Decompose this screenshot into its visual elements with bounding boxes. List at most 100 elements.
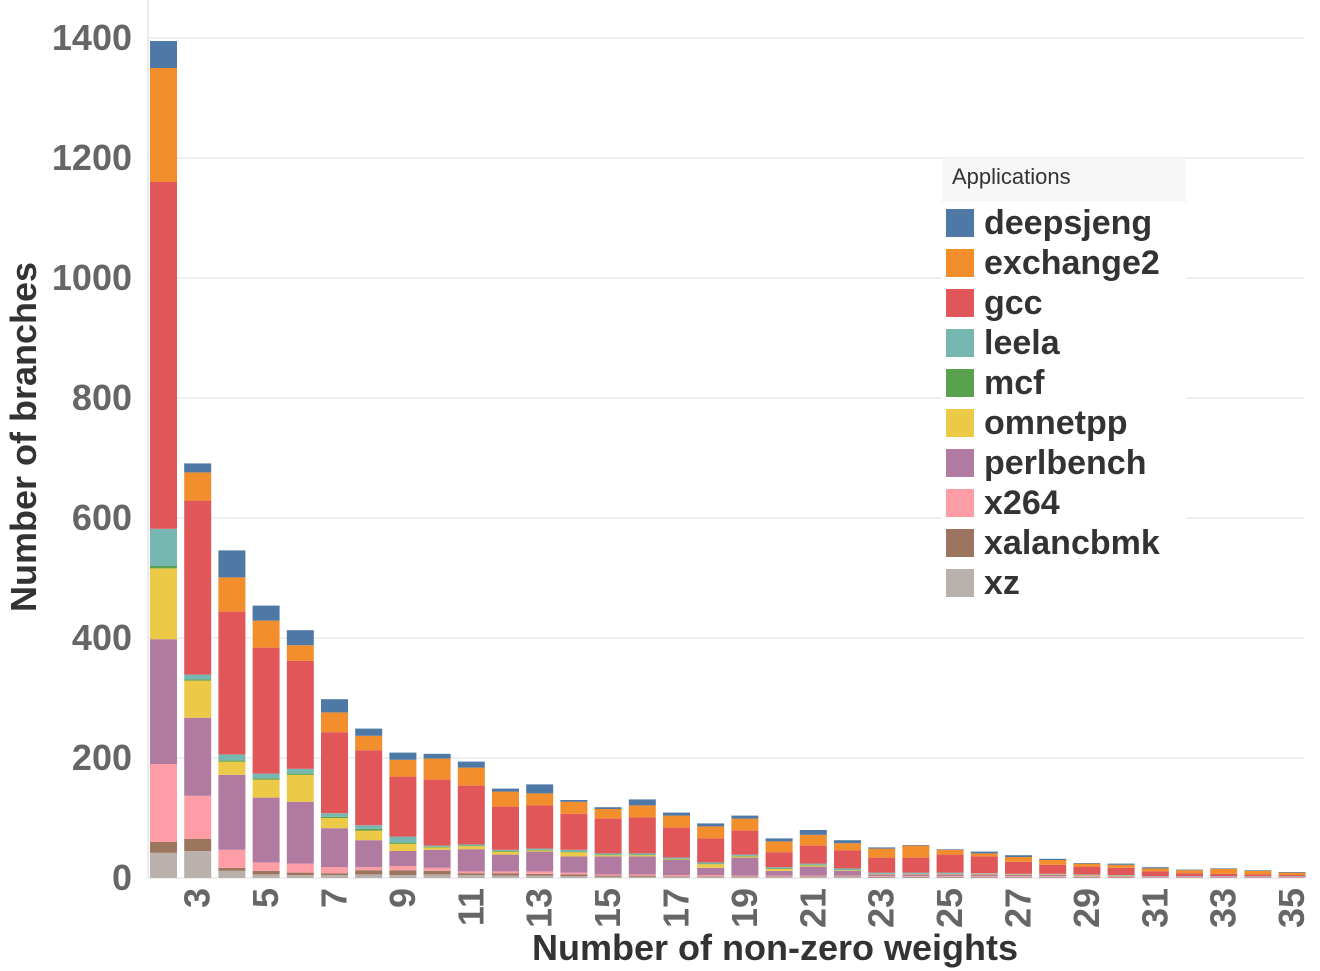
bar-segment-perlbench — [457, 849, 485, 872]
bar-segment-deepsjeng — [1176, 869, 1203, 871]
x-tick-label: 23 — [861, 888, 902, 928]
x-tick-label: 15 — [587, 888, 628, 928]
bar-segment-x264 — [628, 874, 656, 876]
bar-segment-leela — [423, 845, 451, 847]
bar-segment-perlbench — [218, 774, 246, 850]
bar-segment-leela — [936, 872, 964, 874]
bar-segment-perlbench — [1244, 876, 1272, 878]
y-tick-label: 0 — [112, 857, 132, 898]
bar-segment-gcc — [902, 857, 930, 873]
bar-segment-perlbench — [936, 874, 964, 877]
bar-segment-gcc — [1005, 861, 1032, 874]
bar-segment-deepsjeng — [1278, 872, 1306, 873]
bar-segment-x264 — [902, 876, 930, 877]
bar-segment-exchange2 — [765, 841, 793, 853]
bar-segment-deepsjeng — [218, 550, 246, 578]
bar-segment-perlbench — [526, 851, 554, 872]
x-tick-label: 29 — [1066, 888, 1107, 928]
bar-segment-perlbench — [1176, 876, 1203, 878]
bar-segment-deepsjeng — [834, 840, 861, 844]
bar-segment-exchange2 — [1278, 872, 1306, 875]
bar-segment-gcc — [1210, 873, 1238, 877]
bar-segment-exchange2 — [526, 793, 554, 806]
bar-segment-omnetpp — [697, 864, 725, 868]
bar-segment-leela — [492, 849, 519, 851]
bar-segment-xalancbmk — [628, 875, 656, 877]
bar-segment-perlbench — [286, 801, 314, 864]
bar-segment-x264 — [1073, 876, 1101, 877]
y-tick-label: 400 — [72, 617, 132, 658]
bar-segment-deepsjeng — [560, 800, 588, 802]
bar-segment-deepsjeng — [355, 728, 383, 736]
bar-segment-leela — [560, 849, 588, 852]
legend-swatch — [946, 289, 974, 317]
bar-segment-gcc — [1107, 867, 1135, 875]
bar-segment-x264 — [594, 874, 622, 876]
bar-segment-gcc — [970, 856, 998, 874]
bar-segment-omnetpp — [799, 865, 827, 867]
legend-item-xalancbmk: xalancbmk — [946, 524, 1160, 562]
bar-segment-leela — [868, 872, 896, 874]
legend-swatch — [946, 529, 974, 557]
bar-segment-deepsjeng — [1005, 855, 1032, 857]
bar-segment-deepsjeng — [1039, 858, 1067, 860]
bar-segment-xalancbmk — [1005, 876, 1032, 878]
bar-segment-xz — [936, 877, 964, 878]
bar-segment-omnetpp — [1107, 875, 1135, 877]
bar-segment-exchange2 — [594, 809, 622, 819]
bar-segment-perlbench — [150, 639, 177, 764]
x-tick-label: 35 — [1271, 888, 1312, 928]
bar-segment-xalancbmk — [286, 872, 314, 875]
bar-segment-x264 — [1210, 877, 1238, 878]
bar-segment-omnetpp — [731, 856, 759, 858]
bar-segment-mcf — [697, 863, 725, 865]
bar-segment-xalancbmk — [423, 870, 451, 875]
bar-segment-x264 — [355, 867, 383, 871]
bar-segment-mcf — [184, 679, 212, 681]
legend-title: Applications — [952, 164, 1071, 189]
y-tick-label: 1200 — [52, 137, 132, 178]
bar-segment-omnetpp — [834, 870, 861, 871]
bar-segment-omnetpp — [423, 847, 451, 850]
bar-segment-xalancbmk — [492, 873, 519, 876]
bar-segment-perlbench — [663, 860, 690, 875]
legend-label: gcc — [984, 283, 1043, 322]
bar-segment-omnetpp — [355, 830, 383, 841]
bar-segment-perlbench — [1005, 875, 1032, 877]
legend-swatch — [946, 409, 974, 437]
bar-segment-x264 — [218, 849, 246, 868]
bar-segment-gcc — [1176, 873, 1203, 877]
bar-segment-deepsjeng — [252, 605, 280, 621]
bar-segment-xalancbmk — [218, 867, 246, 871]
bar-segment-perlbench — [184, 717, 212, 796]
bar-segment-mcf — [628, 854, 656, 856]
bar-segment-leela — [355, 825, 383, 829]
legend-item-leela: leela — [946, 324, 1060, 362]
bar-segment-omnetpp — [389, 843, 417, 851]
bar-segment-perlbench — [902, 874, 930, 877]
bar-segment-exchange2 — [868, 848, 896, 858]
bar-segment-perlbench — [868, 874, 896, 877]
bar-segment-x264 — [1278, 877, 1306, 878]
bar-segment-xz — [731, 876, 759, 878]
bar-segment-omnetpp — [286, 774, 314, 802]
bar-segment-mcf — [321, 816, 348, 818]
bar-segment-x264 — [1039, 876, 1067, 877]
x-tick-label: 11 — [450, 888, 491, 926]
bar-segment-deepsjeng — [1141, 867, 1169, 869]
bar-segment-mcf — [150, 566, 177, 569]
bar-segment-perlbench — [355, 840, 383, 868]
bar-segment-deepsjeng — [697, 823, 725, 827]
bar-segment-xalancbmk — [1073, 876, 1101, 878]
bar-segment-gcc — [560, 813, 588, 850]
bar-segment-mcf — [389, 842, 417, 844]
bar-segment-xalancbmk — [834, 876, 861, 877]
bar-segment-omnetpp — [1005, 874, 1032, 875]
legend-label: omnetpp — [984, 403, 1128, 442]
bar-segment-deepsjeng — [492, 788, 519, 792]
bar-segment-x264 — [286, 863, 314, 873]
bar-segment-gcc — [355, 750, 383, 826]
bar-segment-perlbench — [765, 870, 793, 876]
bar-segment-omnetpp — [868, 873, 896, 875]
x-tick-label: 25 — [929, 888, 970, 928]
